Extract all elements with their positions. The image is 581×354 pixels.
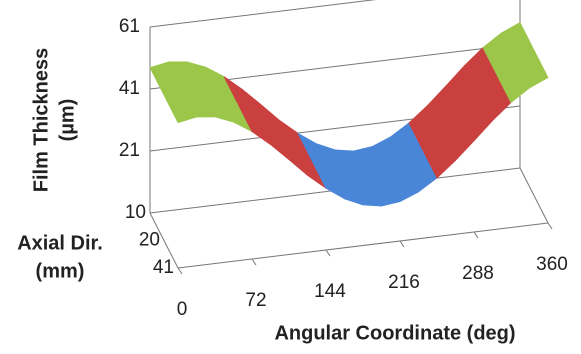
x-tick xyxy=(177,267,183,275)
depth-axis-line xyxy=(149,212,179,269)
x-tick xyxy=(399,240,405,248)
z-tick-label: 61 xyxy=(119,16,140,37)
depth-tick-label: 10 xyxy=(125,202,146,223)
depth-title-line: (mm) xyxy=(36,260,85,282)
z-tick-label: 21 xyxy=(119,140,140,161)
z-axis-title: Film Thickness (µm) xyxy=(30,48,78,193)
x-tick-label: 288 xyxy=(462,263,494,284)
grid-line xyxy=(149,0,377,28)
x-tick-label: 72 xyxy=(245,290,266,311)
x-tick-label: 0 xyxy=(177,299,188,320)
x-tick xyxy=(325,249,331,257)
surface-cell xyxy=(514,49,549,89)
x-tick xyxy=(473,231,479,239)
x-axis-title: Angular Coordinate (deg) xyxy=(274,322,515,344)
z-title-line: (µm) xyxy=(56,99,78,142)
depth-tick-label: 20 xyxy=(139,230,160,251)
x-tick-label: 216 xyxy=(388,272,420,293)
x-tick xyxy=(251,258,257,266)
x-tick xyxy=(547,222,553,230)
x-axis-line xyxy=(177,222,549,269)
x-tick-label: 144 xyxy=(314,281,346,302)
x-tick-label: 360 xyxy=(536,254,568,275)
z-tick-label: 41 xyxy=(119,78,140,99)
depth-tick-label: 41 xyxy=(153,257,174,278)
floor-edge xyxy=(519,167,549,224)
depth-title-line: Axial Dir. xyxy=(17,232,103,254)
z-title-line: Film Thickness xyxy=(30,48,52,193)
